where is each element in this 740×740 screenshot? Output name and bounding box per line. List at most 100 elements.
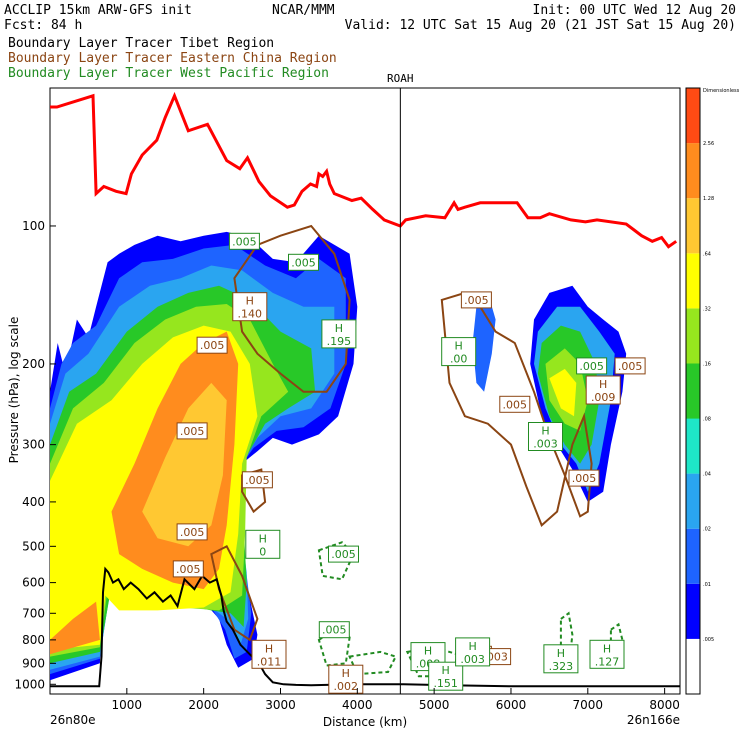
x-tick-label-4: 5000: [419, 698, 450, 712]
x-axis-label: Distance (km): [323, 715, 407, 729]
colorbar-swatch-4: [686, 418, 700, 474]
high-value-9: .151: [433, 677, 458, 690]
x-tick-label-0: 1000: [112, 698, 143, 712]
high-box-9: [428, 661, 464, 691]
west-pacific-contour-7: [609, 622, 624, 670]
high-value-4: .009: [591, 391, 616, 404]
label-layer: .005 .005 .005 .005 .005 .005 .005 .005 .005 .005…: [172, 232, 646, 694]
y-tick-label-2: 300: [22, 438, 45, 452]
high-value-5: 0: [259, 545, 266, 558]
model-title: ACCLIP 15km ARW-GFS init: [4, 3, 192, 18]
eastern-china-contour-east: [440, 291, 593, 527]
high-box-12: [589, 639, 625, 669]
colorbar-label-9: 2.56: [703, 141, 714, 147]
colorbar-title: Dimensionless: [703, 88, 740, 94]
contour-label-box-13: [318, 621, 350, 639]
high-value-11: .323: [549, 660, 574, 673]
y-tick-label-3: 400: [22, 495, 45, 509]
colorbar-swatch-7: [686, 253, 700, 309]
colorbar-label-1: .01: [703, 582, 711, 588]
y-tick-label-5: 600: [22, 576, 45, 590]
eastern-china-contour-upper: [233, 224, 351, 393]
high-marker-10: H: [468, 640, 476, 653]
colorbar-swatch-8: [686, 198, 700, 254]
contour-label-5: .005: [245, 474, 270, 487]
colorbar-swatch-1: [686, 583, 700, 639]
tropopause-line: [50, 91, 678, 249]
colorbar-swatch-0: [686, 638, 700, 694]
high-box-10: [455, 637, 491, 667]
x-left-endpoint: 26n80e: [50, 713, 96, 727]
contour-label-box-12: [568, 469, 600, 487]
contour-label-box-7: [328, 545, 359, 563]
high-box-4: [585, 375, 621, 405]
high-value-2: .00: [450, 353, 468, 366]
tracer-fill-layer: [50, 231, 627, 681]
contour-label-3: .005: [180, 526, 205, 539]
high-box-1: [321, 319, 357, 349]
contour-label-box-8: [460, 291, 492, 309]
y-tick-label-4: 500: [22, 539, 45, 553]
west-pacific-contour-1: [317, 541, 355, 581]
high-marker-7: H: [342, 667, 350, 680]
colorbar-swatch-3: [686, 473, 700, 529]
y-tick-label-7: 800: [22, 633, 45, 647]
high-value-10: .003: [460, 653, 485, 666]
high-marker-5: H: [259, 532, 267, 545]
contour-label-box-3: [176, 523, 208, 541]
y-axis-label: Pressure (hPa), log scale: [7, 317, 21, 464]
contour-label-box-10: [576, 357, 608, 375]
high-marker-3: H: [541, 425, 549, 438]
high-marker-12: H: [603, 642, 611, 655]
contour-label-box-5: [241, 471, 273, 489]
legend-tibet: Boundary Layer Tracer Tibet Region: [8, 36, 274, 51]
high-box-3: [528, 422, 563, 451]
contour-label-8: .005: [464, 294, 489, 307]
high-marker-8: H: [424, 645, 432, 658]
colorbar-swatch-5: [686, 363, 700, 419]
valid-time: Valid: 12 UTC Sat 15 Aug 20 (21 JST Sat …: [345, 18, 736, 33]
colorbar-swatch-6: [686, 308, 700, 364]
contour-label-10: .005: [579, 360, 604, 373]
legend-eastern-china: Boundary Layer Tracer Eastern China Regi…: [8, 51, 337, 66]
forecast-hour: Fcst: 84 h: [4, 18, 82, 33]
high-box-2: [441, 337, 477, 367]
high-box-0: [232, 292, 268, 322]
high-marker-9: H: [442, 664, 450, 677]
contour-label-9: .005: [503, 398, 528, 411]
y-tick-label-0: 100: [22, 219, 45, 233]
eastern-china-contour-mid: [241, 468, 267, 514]
high-marker-2: H: [455, 340, 463, 353]
colorbar-label-4: .08: [703, 417, 711, 423]
tracer-fill-east-064: [549, 368, 577, 417]
contour-label-0: .005: [232, 235, 257, 248]
high-marker-6: H: [265, 642, 273, 655]
contour-label-1: .005: [200, 339, 225, 352]
contour-label-box-2: [176, 422, 208, 440]
contour-label-box-1: [196, 336, 228, 354]
tracer-fill-256-sw: [50, 601, 100, 655]
colorbar-label-2: .02: [703, 527, 711, 533]
colorbar-swatch-10: [686, 88, 700, 144]
y-tick-label-8: 900: [22, 656, 45, 670]
marker-label: ROAH: [387, 72, 414, 85]
legend-west-pacific: Boundary Layer Tracer West Pacific Regio…: [8, 66, 329, 81]
contour-label-box-6: [288, 253, 319, 271]
colorbar-label-6: .32: [703, 306, 711, 312]
x-tick-label-1: 2000: [188, 698, 219, 712]
x-tick-label-6: 7000: [573, 698, 604, 712]
x-right-endpoint: 26n166e: [627, 713, 680, 727]
colorbar-swatch-2: [686, 528, 700, 584]
x-tick-label-2: 3000: [265, 698, 296, 712]
contour-label-7: .005: [331, 548, 356, 561]
high-value-7: .002: [334, 680, 359, 693]
axes-layer: 1000 2000 3000 4000 5000 6000 7000 800010020030…: [14, 219, 679, 712]
x-tick-label-3: 4000: [342, 698, 373, 712]
init-time: Init: 00 UTC Wed 12 Aug 20: [533, 3, 737, 18]
colorbar-label-8: 1.28: [703, 196, 714, 202]
colorbar-label-3: .04: [703, 472, 711, 478]
x-tick-label-5: 6000: [496, 698, 527, 712]
y-tick-label-6: 700: [22, 606, 45, 620]
contour-label-box-11: [614, 357, 646, 375]
